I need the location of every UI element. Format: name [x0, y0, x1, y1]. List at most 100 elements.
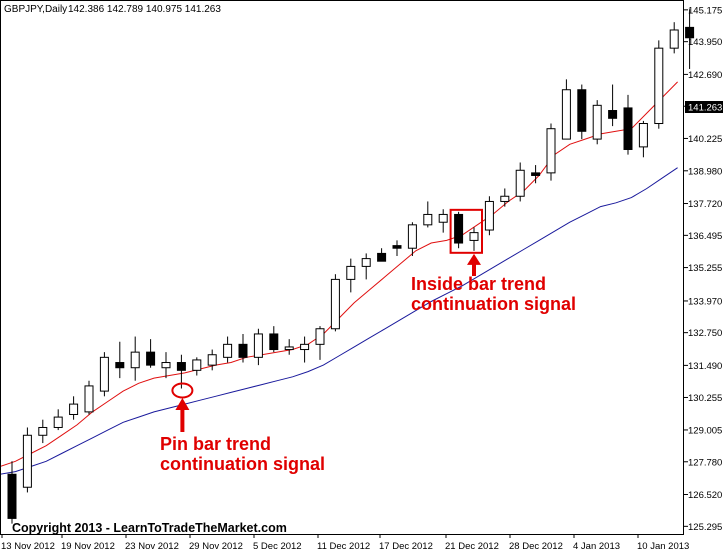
candle: [22, 427, 32, 493]
candle: [454, 211, 464, 249]
candle: [238, 333, 248, 363]
candle-body-bull: [330, 278, 340, 330]
candle-body-bull: [515, 169, 525, 197]
candle-body-bear: [146, 351, 156, 366]
candle-body-bear: [238, 343, 248, 358]
candle: [38, 419, 48, 444]
symbol-label: GBPJPY,Daily: [4, 4, 67, 15]
y-tick-label: 136.495: [688, 231, 722, 242]
candle-body-bull: [346, 265, 356, 280]
candle: [423, 201, 433, 228]
candle: [161, 352, 171, 379]
candle: [685, 9, 695, 69]
candle-body-bull: [84, 385, 94, 413]
candle: [7, 461, 17, 524]
candle-body-bull: [361, 258, 371, 267]
candle-body-bull: [223, 343, 233, 358]
inside-bar-label-line1: Inside bar trend: [411, 274, 546, 294]
x-tick-label: 17 Dec 2012: [379, 541, 433, 552]
candle: [546, 123, 556, 181]
inside-bar-marker-box: [449, 208, 484, 254]
y-tick-label: 130.255: [688, 393, 722, 404]
candle-body-bull: [207, 354, 217, 366]
pin-bar-arrow-head: [175, 398, 190, 410]
candle-body-bear: [7, 473, 17, 519]
candle-body-bull: [99, 356, 109, 392]
annotations: Pin bar trend continuation signal Inside…: [160, 208, 576, 474]
y-tick-label: 138.980: [688, 166, 722, 177]
candle-body-bull: [638, 123, 648, 148]
candle: [623, 94, 633, 155]
candle-body-bear: [608, 110, 618, 119]
y-tick-label: 137.720: [688, 199, 722, 210]
x-tick-label: 29 Nov 2012: [189, 541, 243, 552]
y-tick-label: 135.255: [688, 263, 722, 274]
candle-body-bear: [623, 107, 633, 150]
candle-body-bull: [469, 232, 479, 241]
candle: [438, 209, 448, 233]
candle-body-bull: [669, 29, 679, 49]
candle-body-bull: [500, 195, 510, 202]
candle-body-bull: [407, 224, 417, 249]
candle-body-bull: [22, 434, 32, 488]
plot-frame: [0, 0, 684, 535]
y-tick-label: 140.225: [688, 134, 722, 145]
current-price-value: 141.263: [688, 103, 722, 114]
candles: [7, 9, 695, 524]
copyright-text: Copyright 2013 - LearnToTradeTheMarket.c…: [12, 521, 287, 535]
candle-body-bull: [253, 333, 263, 358]
candle: [253, 328, 263, 366]
y-tick-label: 131.490: [688, 361, 722, 372]
y-tick-label: 126.520: [688, 490, 722, 501]
candle-body-bull: [423, 213, 433, 226]
x-tick-label: 13 Nov 2012: [1, 541, 55, 552]
candle: [223, 336, 233, 363]
inside-bar-arrow-head: [467, 253, 481, 265]
candle-body-bear: [577, 89, 587, 132]
candle: [577, 84, 587, 140]
candle: [484, 196, 494, 236]
candle: [531, 165, 541, 184]
candle-body-bull: [69, 403, 79, 415]
candle-body-bull: [284, 346, 294, 351]
candle: [207, 349, 217, 371]
ema-slow-line: [0, 167, 678, 475]
candle: [99, 352, 109, 397]
candle: [53, 409, 63, 431]
candle: [84, 380, 94, 415]
y-tick-label: 143.950: [688, 37, 722, 48]
candle-body-bear: [176, 362, 186, 371]
y-tick-label: 125.295: [688, 522, 722, 533]
candle: [300, 336, 310, 363]
current-price-tag: [685, 101, 723, 113]
candle-body-bull: [38, 426, 48, 436]
y-tick-label: 142.690: [688, 70, 722, 81]
y-tick-label: 127.780: [688, 457, 722, 468]
candle: [361, 253, 371, 280]
candle: [146, 339, 156, 368]
candle-body-bull: [130, 351, 140, 369]
candle: [515, 162, 525, 202]
x-tick-label: 21 Dec 2012: [445, 541, 499, 552]
candle: [561, 79, 571, 140]
y-tick-label: 132.750: [688, 328, 722, 339]
candle-body-bull: [592, 104, 602, 140]
candle: [346, 258, 356, 293]
candle: [669, 22, 679, 54]
candle-body-bear: [392, 245, 402, 249]
candle: [377, 248, 387, 262]
candle-body-bear: [454, 213, 464, 244]
candle: [284, 339, 294, 355]
time-axis: 13 Nov 2012 19 Nov 2012 23 Nov 2012 29 Nov …: [1, 534, 689, 552]
ohlc-readout: 142.386 142.789 140.975 141.263: [68, 4, 221, 15]
x-tick-label: 4 Jan 2013: [573, 541, 620, 552]
candle: [592, 100, 602, 145]
y-tick-label: 129.005: [688, 425, 722, 436]
candle-body-bear: [377, 252, 387, 262]
candle-body-bull: [300, 343, 310, 351]
x-tick-label: 23 Nov 2012: [125, 541, 179, 552]
candle-body-bull: [192, 359, 202, 371]
pin-bar-label-line2: continuation signal: [160, 454, 325, 474]
